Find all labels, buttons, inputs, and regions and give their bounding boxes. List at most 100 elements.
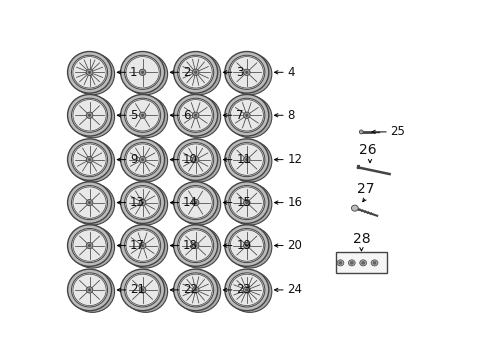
Text: 11: 11 [236, 153, 251, 166]
Ellipse shape [139, 69, 145, 76]
Ellipse shape [124, 185, 160, 220]
Ellipse shape [179, 57, 212, 88]
Ellipse shape [126, 57, 159, 88]
Ellipse shape [70, 184, 114, 225]
Ellipse shape [67, 269, 111, 311]
Ellipse shape [86, 287, 93, 293]
Ellipse shape [124, 55, 160, 89]
Ellipse shape [67, 225, 111, 266]
Text: 25: 25 [389, 125, 404, 138]
Ellipse shape [176, 96, 220, 138]
Ellipse shape [86, 242, 93, 249]
Ellipse shape [141, 158, 143, 161]
Ellipse shape [243, 112, 250, 118]
Text: 5: 5 [130, 109, 137, 122]
Text: 14: 14 [183, 196, 198, 209]
Ellipse shape [173, 269, 217, 311]
Ellipse shape [73, 144, 106, 175]
Text: 26: 26 [359, 143, 376, 157]
Ellipse shape [139, 199, 145, 206]
Ellipse shape [73, 57, 106, 88]
Ellipse shape [71, 98, 107, 132]
Ellipse shape [70, 53, 114, 95]
Ellipse shape [245, 71, 247, 73]
Ellipse shape [71, 273, 107, 307]
Ellipse shape [361, 261, 364, 264]
Ellipse shape [173, 94, 217, 136]
Bar [335, 252, 386, 273]
Ellipse shape [228, 143, 264, 177]
Text: 8: 8 [287, 109, 294, 122]
Text: 15: 15 [236, 196, 250, 209]
Ellipse shape [192, 199, 199, 206]
Text: 24: 24 [287, 283, 302, 296]
Ellipse shape [230, 230, 263, 261]
Ellipse shape [70, 96, 114, 138]
Ellipse shape [179, 100, 212, 131]
Ellipse shape [192, 157, 199, 163]
Ellipse shape [141, 114, 143, 116]
Ellipse shape [245, 202, 247, 204]
Ellipse shape [228, 273, 264, 307]
Ellipse shape [123, 53, 167, 95]
Ellipse shape [192, 69, 199, 76]
Ellipse shape [224, 225, 268, 266]
Ellipse shape [245, 158, 247, 161]
Ellipse shape [141, 71, 143, 73]
Ellipse shape [179, 144, 212, 175]
Text: 23: 23 [236, 283, 250, 296]
Text: 4: 4 [287, 66, 294, 79]
Ellipse shape [121, 269, 164, 311]
Ellipse shape [86, 112, 93, 118]
Ellipse shape [176, 53, 220, 95]
Ellipse shape [123, 226, 167, 268]
Ellipse shape [243, 242, 250, 249]
Ellipse shape [139, 242, 145, 249]
Ellipse shape [224, 51, 268, 93]
Ellipse shape [88, 114, 90, 116]
Ellipse shape [359, 260, 366, 266]
Ellipse shape [243, 287, 250, 293]
Ellipse shape [88, 244, 90, 247]
Ellipse shape [126, 144, 159, 175]
Ellipse shape [71, 229, 107, 262]
Ellipse shape [227, 226, 271, 268]
Ellipse shape [349, 261, 353, 264]
Ellipse shape [179, 230, 212, 261]
Text: 16: 16 [287, 196, 302, 209]
Ellipse shape [139, 112, 145, 118]
Ellipse shape [370, 260, 377, 266]
Text: 20: 20 [287, 239, 302, 252]
Text: 3: 3 [236, 66, 243, 79]
Ellipse shape [126, 187, 159, 218]
Ellipse shape [123, 140, 167, 182]
Ellipse shape [351, 205, 358, 211]
Ellipse shape [176, 271, 220, 312]
Ellipse shape [73, 274, 106, 306]
Ellipse shape [73, 100, 106, 131]
Ellipse shape [227, 53, 271, 95]
Ellipse shape [177, 273, 213, 307]
Text: 18: 18 [183, 239, 198, 252]
Ellipse shape [224, 94, 268, 136]
Ellipse shape [176, 184, 220, 225]
Ellipse shape [228, 229, 264, 262]
Ellipse shape [88, 202, 90, 204]
Ellipse shape [243, 157, 250, 163]
Ellipse shape [338, 261, 341, 264]
Text: 13: 13 [130, 196, 144, 209]
Ellipse shape [173, 182, 217, 223]
Ellipse shape [230, 187, 263, 218]
Text: 19: 19 [236, 239, 251, 252]
Text: 2: 2 [183, 66, 190, 79]
Ellipse shape [71, 55, 107, 89]
Ellipse shape [177, 55, 213, 89]
Ellipse shape [67, 94, 111, 136]
Ellipse shape [245, 114, 247, 116]
Ellipse shape [177, 185, 213, 220]
Ellipse shape [224, 269, 268, 311]
Ellipse shape [176, 226, 220, 268]
Ellipse shape [192, 287, 199, 293]
Ellipse shape [88, 289, 90, 291]
Ellipse shape [227, 271, 271, 312]
